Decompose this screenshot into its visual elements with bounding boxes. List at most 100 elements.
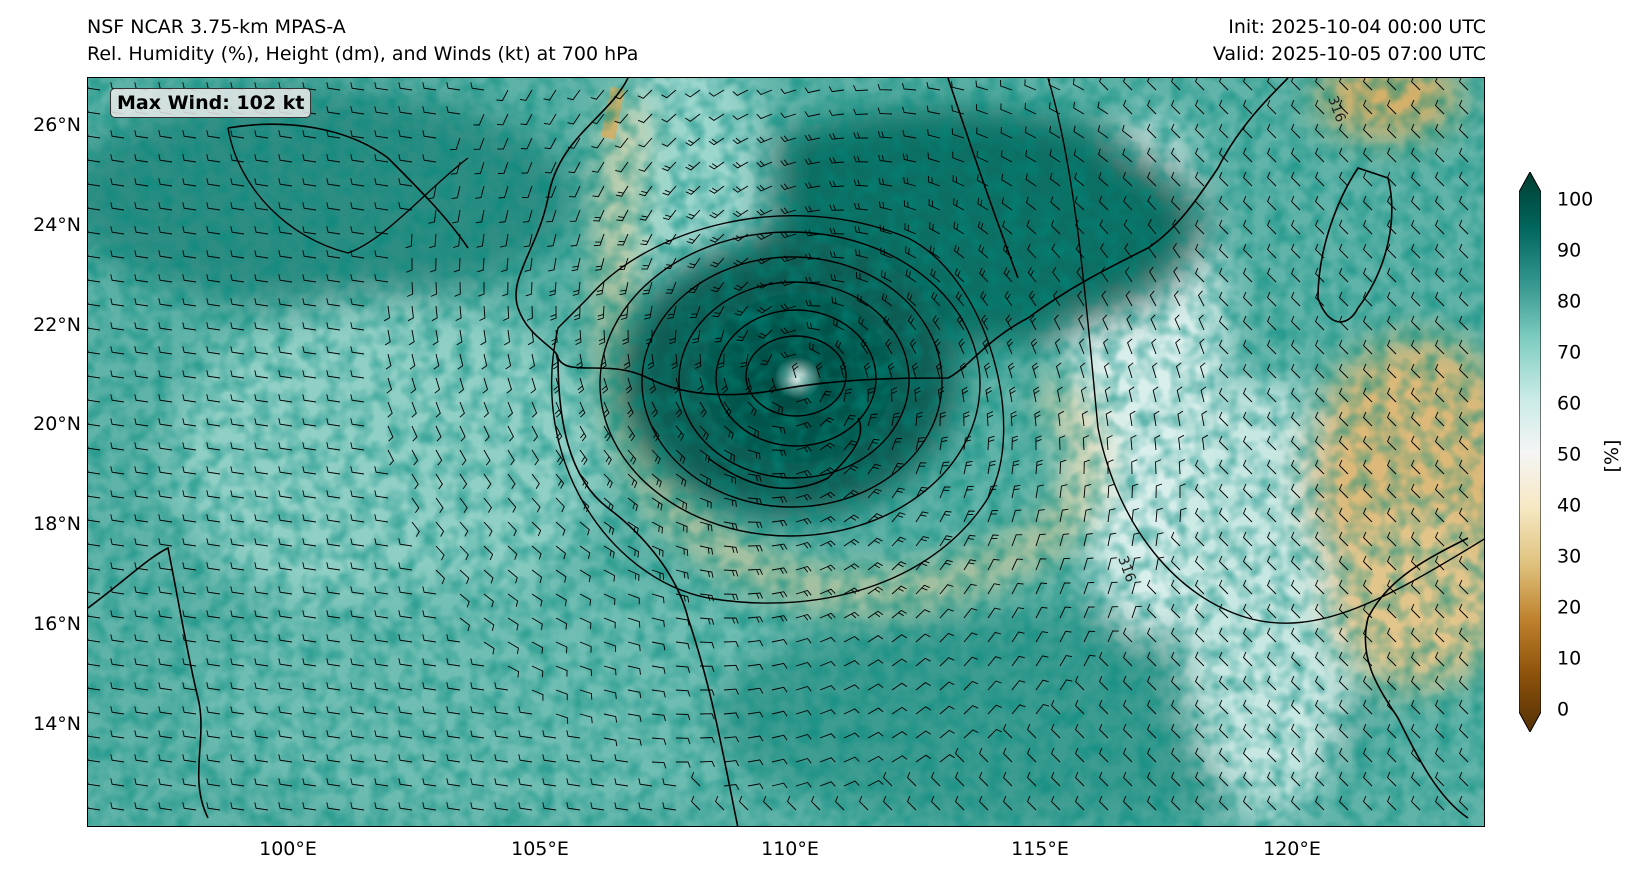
wind-barb <box>1434 243 1445 259</box>
wind-barb <box>1410 459 1421 475</box>
wind-barb <box>1434 483 1445 499</box>
wind-barb <box>927 129 941 139</box>
wind-barb <box>1242 78 1253 91</box>
wind-barb <box>1170 651 1181 667</box>
wind-barb <box>302 178 317 187</box>
wind-barb <box>507 473 516 490</box>
wind-barb <box>302 634 317 643</box>
wind-barb <box>230 274 245 283</box>
wind-barb <box>603 713 618 723</box>
wind-barb <box>1122 699 1133 715</box>
wind-barb <box>278 778 293 787</box>
wind-barb <box>350 802 365 811</box>
wind-barb <box>350 250 365 259</box>
wind-barb <box>1458 243 1469 259</box>
wind-barb <box>1052 267 1061 283</box>
wind-barb <box>1218 627 1229 643</box>
wind-barb <box>699 473 712 486</box>
wind-barb <box>470 778 485 787</box>
wind-barb <box>278 298 293 307</box>
wind-barb <box>647 353 655 370</box>
wind-barb <box>675 545 689 556</box>
wind-barb <box>708 89 725 97</box>
wind-barb <box>603 449 612 465</box>
wind-barb <box>843 660 860 667</box>
wind-barb <box>723 449 736 462</box>
wind-barb <box>819 660 836 667</box>
wind-barb <box>552 353 559 370</box>
wind-barb <box>278 634 293 643</box>
wind-barb <box>616 209 629 222</box>
wind-barb <box>230 154 245 163</box>
wind-barb <box>1098 675 1109 691</box>
wind-barb <box>88 157 101 163</box>
wind-barb <box>411 497 420 514</box>
wind-barb <box>435 521 445 537</box>
wind-barb <box>805 276 821 284</box>
wind-barb <box>430 281 437 297</box>
wind-barb <box>158 130 173 139</box>
wind-barb <box>1338 243 1349 259</box>
wind-barb <box>747 401 757 417</box>
wind-barb <box>1290 579 1301 595</box>
wind-barb <box>500 233 509 248</box>
wind-barb <box>350 514 365 523</box>
wind-barb <box>614 113 629 124</box>
wind-barb <box>1386 267 1397 283</box>
wind-barb <box>1410 771 1421 787</box>
wind-barb <box>206 226 221 235</box>
wind-barb <box>806 322 821 331</box>
wind-barb <box>326 682 341 691</box>
wind-barb <box>134 202 149 211</box>
wind-barb <box>579 521 590 536</box>
wind-barb <box>134 322 149 331</box>
wind-barb <box>326 394 341 403</box>
wind-barb <box>1410 795 1421 811</box>
wind-barb <box>987 485 998 499</box>
wind-barb <box>206 658 221 667</box>
wind-barb <box>928 222 941 235</box>
wind-barb <box>939 411 947 427</box>
wind-barb <box>843 489 859 499</box>
wind-barb <box>832 318 845 331</box>
colorbar-tick: 50 <box>1557 443 1582 466</box>
wind-barb <box>398 202 413 211</box>
wind-barb <box>1362 219 1373 235</box>
wind-barb <box>374 82 389 91</box>
wind-barb <box>458 377 465 394</box>
wind-barb <box>1338 171 1349 187</box>
wind-barb <box>182 178 197 187</box>
wind-barb <box>230 130 245 139</box>
wind-barb <box>1266 459 1277 475</box>
wind-barb <box>134 442 149 451</box>
wind-barb <box>843 708 860 715</box>
wind-barb <box>853 155 869 163</box>
wind-barb <box>350 730 365 739</box>
wind-barb <box>1362 459 1373 475</box>
wind-barb <box>110 802 125 811</box>
wind-barb <box>1386 315 1397 331</box>
wind-barb <box>429 257 437 273</box>
wind-barb <box>877 83 893 91</box>
wind-barb <box>1338 771 1349 787</box>
wind-barb <box>939 681 955 691</box>
wind-barb <box>723 641 739 648</box>
wind-barb <box>507 497 517 513</box>
wind-barb <box>651 761 667 769</box>
wind-barb <box>963 705 979 715</box>
wind-barb <box>804 111 821 118</box>
wind-barb <box>1035 435 1042 451</box>
wind-barb <box>110 394 125 403</box>
wind-barb <box>601 377 609 394</box>
wind-barb <box>723 545 738 554</box>
wind-barb <box>603 521 615 535</box>
wind-barb <box>829 227 845 235</box>
wind-barb <box>987 680 1002 691</box>
wind-barb <box>1148 242 1157 259</box>
wind-barb <box>374 754 389 763</box>
wind-barb <box>206 418 221 427</box>
wind-barb <box>1314 267 1325 283</box>
wind-barb <box>1434 435 1445 451</box>
wind-barb <box>843 538 860 547</box>
wind-barb <box>387 401 393 418</box>
